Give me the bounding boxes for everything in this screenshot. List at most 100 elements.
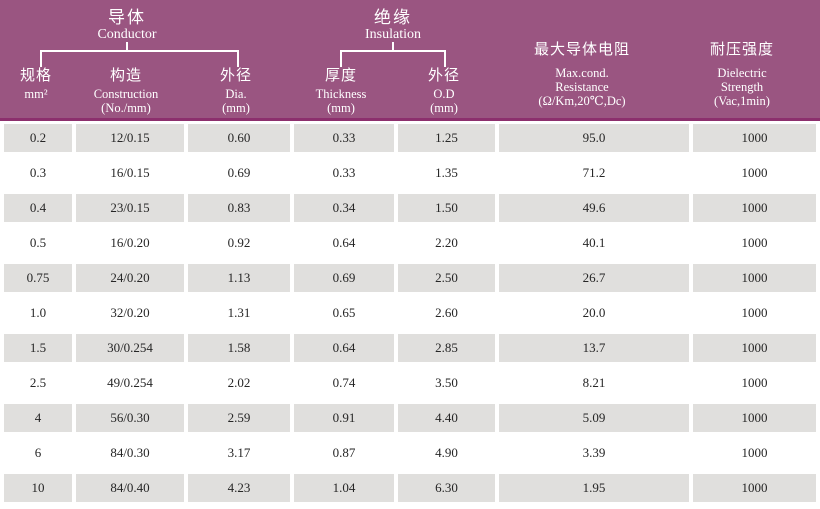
col-od-zh: 外径 [427,68,461,84]
table-row: 10 84/0.40 4.23 1.04 6.30 1.95 1000 [4,474,816,502]
table-cell: 49.6 [499,194,689,222]
table-cell: 1000 [693,124,816,152]
table-cell: 84/0.30 [110,445,150,460]
table-cell: 0.74 [332,375,356,390]
table-cell: 1000 [741,235,768,250]
table-cell: 1.0 [29,305,47,320]
col-dielectric-en1: Dielectric [717,65,767,80]
table-cell: 0.64 [332,235,356,250]
table-cell: 4.90 [435,445,458,460]
col-od-unit: (mm) [430,100,458,115]
column-header-spec: 规格 mm² [20,68,52,101]
table-cell: 0.3 [29,165,47,180]
table-cell: 0.65 [332,305,356,320]
table-cell: 0.2 [4,124,72,152]
table-cell: 16/0.15 [110,165,150,180]
table-cell: 1000 [741,165,768,180]
table-cell: 2.59 [188,404,290,432]
col-dielectric-en2: Strength [720,79,764,94]
table-cell: 24/0.20 [76,264,184,292]
column-header-conductor-dia: 外径 Dia. (mm) [220,68,252,115]
table-cell: 6 [34,445,42,460]
table-cell: 71.2 [582,165,606,180]
table-cell: 3.50 [435,375,458,390]
table-cell: 95.0 [499,124,689,152]
table-cell: 0.4 [4,194,72,222]
table-row: 0.4 23/0.15 0.83 0.34 1.50 49.6 1000 [4,194,816,222]
table-cell: 32/0.20 [110,305,150,320]
table-cell: 13.7 [499,334,689,362]
table-cell: 0.87 [332,445,356,460]
table-cell: 23/0.15 [76,194,184,222]
table-cell: 1000 [741,375,768,390]
table-row: 0.75 24/0.20 1.13 0.69 2.50 26.7 1000 [4,264,816,292]
table-cell: 2.20 [435,235,458,250]
table-cell: 0.91 [294,404,394,432]
table-cell: 0.33 [294,124,394,152]
table-cell: 1000 [693,334,816,362]
table-cell: 1.31 [227,305,251,320]
table-cell: 1.5 [4,334,72,362]
table-cell: 2.5 [29,375,47,390]
table-cell: 0.69 [227,165,251,180]
table-cell: 49/0.254 [107,375,153,390]
col-resistance-zh: 最大导体电阻 [533,42,631,58]
col-construction-en: Construction [93,86,159,101]
table-cell: 1000 [741,305,768,320]
table-cell: 1000 [693,194,816,222]
table-cell: 0.92 [227,235,251,250]
col-spec-unit: mm² [24,86,48,101]
table-cell: 0.69 [294,264,394,292]
insulation-bracket-stem [392,42,394,50]
column-header-construction: 构造 Construction (No./mm) [94,68,159,115]
table-row: 0.3 16/0.15 0.69 0.33 1.35 71.2 1000 [4,159,816,187]
column-header-od: 外径 O.D (mm) [428,68,460,115]
table-cell: 4.23 [188,474,290,502]
col-thickness-unit: (mm) [327,100,355,115]
table-row: 1.0 32/0.20 1.31 0.65 2.60 20.0 1000 [4,299,816,327]
table-cell: 0.5 [29,235,47,250]
column-header-dielectric: 耐压强度 Dielectric Strength (Vac,1min) [710,42,774,108]
col-resistance-unit: (Ω/Km,20℃,Dc) [538,93,626,108]
table-cell: 6.30 [398,474,495,502]
conductor-bracket-stem [126,42,128,50]
table-cell: 4 [4,404,72,432]
group-header-conductor: 导体 Conductor [97,9,156,43]
table-cell: 0.64 [294,334,394,362]
table-cell: 30/0.254 [76,334,184,362]
col-resistance-en1: Max.cond. [555,65,609,80]
table-cell: 0.75 [4,264,72,292]
col-thickness-en: Thickness [315,86,367,101]
table-cell: 5.09 [499,404,689,432]
spec-table: 0.2 12/0.15 0.60 0.33 1.25 95.0 1000 0.3 16/0.15… [0,117,820,509]
conductor-bracket [40,50,239,67]
table-cell: 1.13 [188,264,290,292]
table-cell: 1.50 [398,194,495,222]
table-cell: 2.02 [227,375,251,390]
table-cell: 1000 [693,264,816,292]
table-cell: 1.35 [435,165,458,180]
insulation-bracket [340,50,446,67]
group-insulation-zh: 绝缘 [374,8,412,27]
table-row: 0.2 12/0.15 0.60 0.33 1.25 95.0 1000 [4,124,816,152]
table-cell: 40.1 [582,235,606,250]
table-cell: 2.85 [398,334,495,362]
table-cell: 0.83 [188,194,290,222]
table-row: 1.5 30/0.254 1.58 0.64 2.85 13.7 1000 [4,334,816,362]
table-cell: 1000 [693,474,816,502]
table-cell: 1000 [693,404,816,432]
table-cell: 26.7 [499,264,689,292]
table-cell: 3.17 [227,445,251,460]
table-cell: 20.0 [582,305,606,320]
table-row: 4 56/0.30 2.59 0.91 4.40 5.09 1000 [4,404,816,432]
col-resistance-en2: Resistance [555,79,609,94]
group-insulation-en: Insulation [365,26,421,42]
table-cell: 4.40 [398,404,495,432]
table-cell: 1.95 [499,474,689,502]
col-construction-zh: 构造 [109,68,142,84]
table-row: 0.5 16/0.20 0.92 0.64 2.20 40.1 1000 [4,229,816,257]
table-cell: 84/0.40 [76,474,184,502]
table-row: 6 84/0.30 3.17 0.87 4.90 3.39 1000 [4,439,816,467]
table-cell: 56/0.30 [76,404,184,432]
